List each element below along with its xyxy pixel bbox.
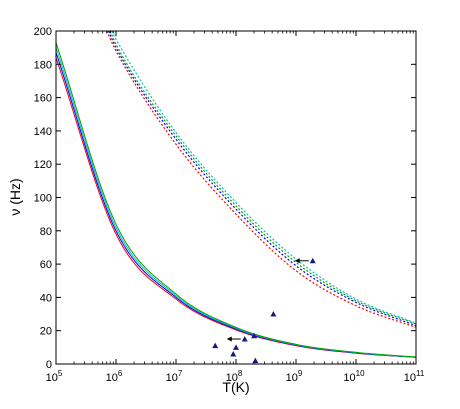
- y-tick-label-2: 40: [40, 292, 52, 304]
- dotted-series-line-6: [109, 30, 417, 325]
- triangle-marker-0: [212, 342, 219, 349]
- x-tick-label-exponent-6: 11: [416, 369, 425, 378]
- dotted-series-line-5: [107, 30, 417, 327]
- y-tick-label-1: 20: [40, 326, 52, 338]
- x-tick-label-exponent-1: 6: [118, 369, 123, 378]
- y-tick-label-0: 0: [46, 359, 52, 371]
- dotted-series-line-4: [106, 30, 417, 328]
- triangle-marker-2: [233, 344, 239, 350]
- x-tick-label-2: 107: [166, 369, 183, 384]
- y-axis: 0 20 40 60 80 100 120 140 160 180 200: [34, 26, 416, 371]
- x-tick-label-0: 105: [46, 369, 63, 384]
- x-tick-label-exponent-5: 10: [356, 369, 365, 378]
- y-tick-label-5: 100: [34, 193, 52, 205]
- y-tick-label-4: 80: [40, 226, 52, 238]
- x-tick-label-5: 1010: [343, 369, 365, 384]
- x-tick-label-exponent-0: 5: [58, 369, 63, 378]
- solid-series-line-3: [55, 42, 417, 358]
- x-tick-label-exponent-3: 8: [238, 369, 243, 378]
- x-axis-title: T(K): [222, 379, 249, 395]
- y-tick-label-7: 140: [34, 126, 52, 138]
- x-tick-label-4: 109: [286, 369, 303, 384]
- marker-layer: [212, 257, 316, 364]
- upper-limit-arrow-head-0: [294, 258, 300, 264]
- y-tick-label-9: 180: [34, 59, 52, 71]
- triangle-marker-6: [270, 311, 277, 317]
- y-tick-label-8: 160: [34, 93, 52, 105]
- plot-area: [56, 31, 416, 364]
- y-tick-label-3: 60: [40, 259, 52, 271]
- arrow-layer: [226, 258, 309, 342]
- triangle-marker-3: [241, 336, 248, 342]
- x-tick-label-exponent-4: 9: [298, 369, 303, 378]
- triangle-marker-4: [251, 332, 258, 339]
- x-tick-label-6: 1011: [404, 369, 425, 384]
- triangle-marker-1: [230, 351, 237, 357]
- y-tick-label-6: 120: [34, 159, 52, 171]
- y-tick-label-10: 200: [34, 26, 52, 38]
- x-tick-label-1: 106: [106, 369, 123, 384]
- triangle-marker-7: [309, 257, 316, 264]
- series-layer: [55, 30, 417, 358]
- upper-limit-arrow-head-1: [226, 336, 232, 342]
- x-tick-label-exponent-2: 7: [178, 369, 183, 378]
- dotted-series-line-7: [111, 30, 417, 324]
- y-axis-title: ν (Hz): [7, 178, 23, 215]
